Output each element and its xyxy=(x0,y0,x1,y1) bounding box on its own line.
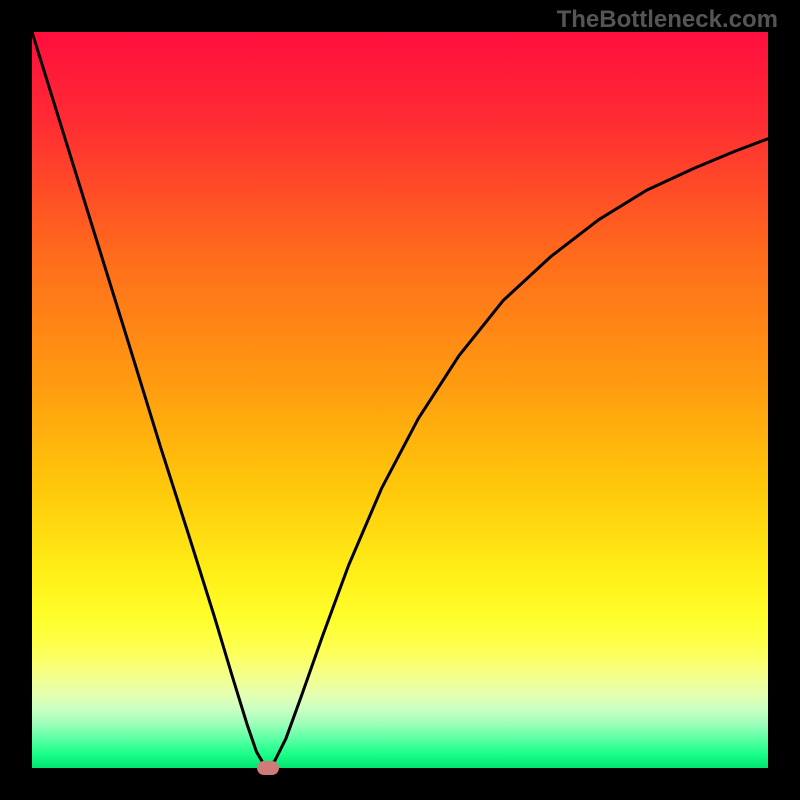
minimum-marker xyxy=(257,761,279,775)
gradient-background xyxy=(32,32,768,768)
plot-area xyxy=(32,32,768,768)
watermark-text: TheBottleneck.com xyxy=(557,6,778,34)
